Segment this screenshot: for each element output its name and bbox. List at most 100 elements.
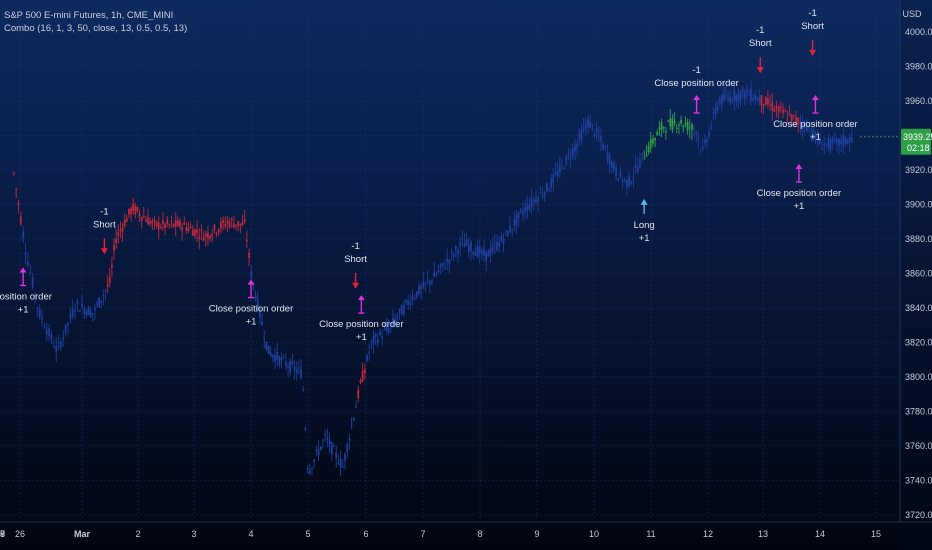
candle-body	[446, 258, 449, 262]
signal-label: Short	[93, 219, 116, 230]
candle-body	[522, 211, 524, 215]
y-tick-label: 3820.00	[905, 338, 932, 348]
candle-body	[478, 246, 481, 255]
candle-body	[113, 245, 115, 251]
y-tick-label: 3800.00	[905, 372, 932, 382]
candle-body	[174, 220, 177, 227]
signal-long: Long +1	[634, 198, 655, 244]
candle-body	[172, 223, 175, 227]
symbol-title[interactable]: S&P 500 E-mini Futures, 1h, CME_MINI	[4, 10, 174, 21]
candle-body	[130, 208, 132, 215]
signal-label: -1	[100, 206, 108, 217]
candle-body	[684, 122, 687, 125]
candle-body	[217, 229, 220, 233]
candle-body	[204, 233, 207, 237]
candle-body	[567, 153, 570, 155]
candle-body	[748, 94, 750, 96]
candle-body	[697, 137, 700, 140]
candle-body	[153, 219, 156, 221]
study-legend[interactable]: Combo (16, 1, 3, 50, close, 13, 0.5, 0.5…	[4, 23, 188, 34]
short-arrowhead-icon	[100, 248, 108, 255]
candle-body	[548, 190, 550, 192]
candle-body	[341, 466, 344, 468]
candle-body	[808, 125, 810, 128]
candle-body	[387, 327, 390, 333]
candle-body	[465, 239, 468, 246]
candle-body	[368, 351, 371, 354]
candle-body	[297, 367, 300, 369]
candle-body	[226, 220, 229, 224]
candle-body	[363, 369, 366, 374]
candle-body	[767, 98, 769, 105]
candle-body	[237, 221, 240, 226]
x-tick-label: 3	[191, 529, 196, 539]
signal-label: Short	[749, 38, 772, 49]
candle-body	[147, 217, 149, 225]
candle-body	[381, 336, 384, 339]
candle-body	[470, 241, 472, 252]
candle-body	[745, 88, 748, 92]
candle-body	[102, 295, 105, 297]
candle-body	[762, 104, 765, 107]
candle-body	[278, 356, 281, 365]
candle-body	[333, 446, 335, 448]
candle-body	[805, 125, 808, 132]
candle-body	[209, 235, 211, 239]
candle-body	[474, 251, 477, 256]
candle-body	[398, 308, 401, 312]
candle-body	[643, 158, 646, 160]
candle-body	[844, 137, 847, 144]
candle-body	[98, 297, 101, 308]
candle-body	[357, 389, 360, 399]
candle-body	[541, 195, 544, 197]
candle-body	[506, 230, 509, 237]
candle-body	[413, 297, 416, 299]
candle-body	[374, 334, 377, 338]
candle-body	[31, 277, 34, 288]
candle-body	[816, 137, 819, 143]
candle-body	[554, 172, 557, 175]
x-tick-label: 16	[0, 529, 5, 539]
candle-body	[76, 300, 79, 304]
candle-body	[725, 95, 727, 97]
candle-body	[191, 229, 194, 236]
candle-body	[62, 337, 65, 340]
candle-body	[132, 203, 135, 211]
x-tick-label: Mar	[74, 529, 91, 539]
signal-label: -1	[692, 65, 700, 76]
candle-body	[632, 176, 635, 179]
candle-body	[330, 442, 333, 455]
x-tick-label: 17	[0, 529, 5, 539]
candle-body	[265, 341, 268, 350]
candle-body	[623, 178, 626, 180]
candle-body	[498, 241, 501, 247]
candle-body	[615, 167, 618, 177]
y-tick-label: 3900.00	[905, 200, 932, 210]
candle-body	[418, 285, 420, 294]
signal-short: -1 Short	[93, 206, 116, 255]
candle-body	[138, 213, 141, 217]
candle-body	[128, 208, 130, 215]
candle-body	[621, 179, 624, 182]
candle-body	[74, 310, 76, 313]
candle-body	[760, 95, 763, 106]
y-tick-label: 3980.00	[905, 62, 932, 72]
candle-body	[580, 131, 583, 142]
candle-body	[682, 125, 685, 128]
candle-body	[750, 88, 752, 101]
candle-body	[71, 308, 74, 317]
candle-body	[104, 290, 107, 292]
candle-body	[472, 252, 475, 254]
candle-body	[433, 272, 436, 277]
candle-body	[176, 220, 179, 226]
candle-body	[291, 361, 294, 364]
candle-body	[775, 106, 778, 109]
candle-body	[504, 230, 507, 232]
candle-body	[722, 93, 725, 101]
gridlines	[0, 0, 900, 520]
candle-body	[233, 223, 235, 228]
candle-body	[302, 389, 305, 391]
candle-body	[600, 136, 602, 141]
